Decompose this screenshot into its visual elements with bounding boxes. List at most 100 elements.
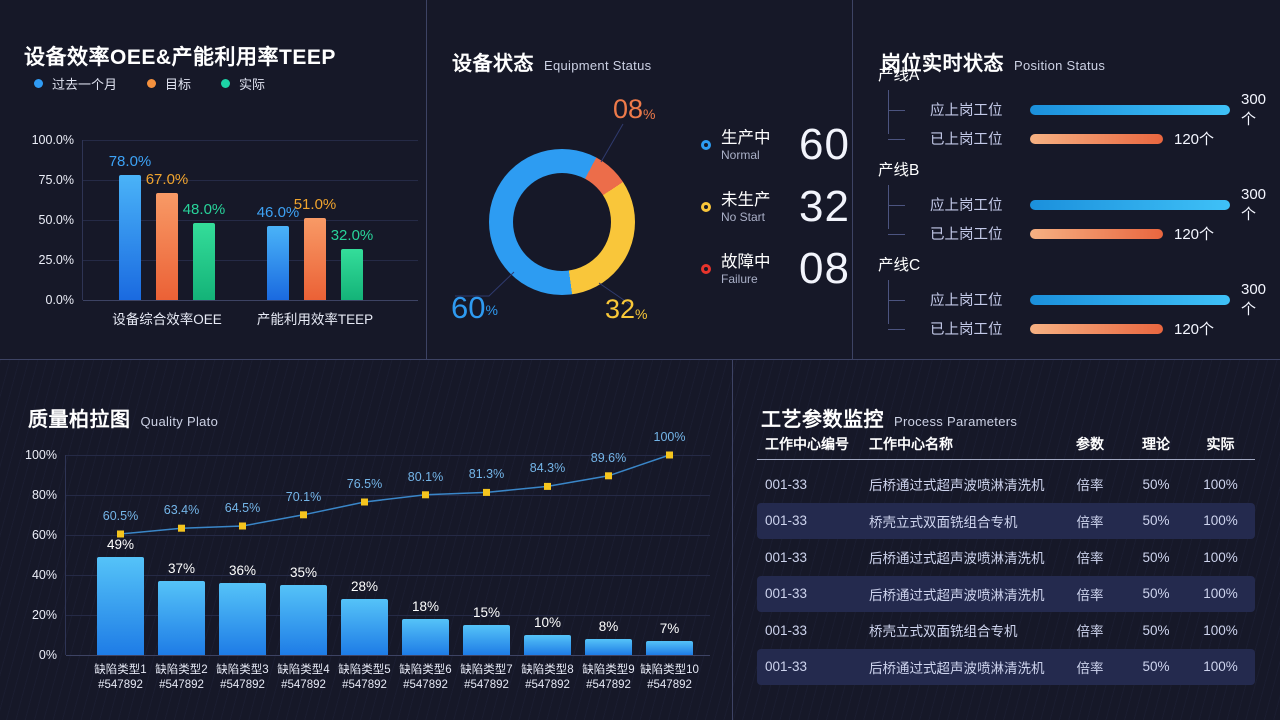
table-cell: 100% [1203, 476, 1238, 492]
status-label-cn: 生产中 [721, 129, 771, 147]
gridline [66, 535, 710, 536]
y-axis-label: 40% [31, 568, 57, 582]
defect-code: #547892 [525, 678, 570, 691]
status-label-en: No Start [721, 210, 766, 224]
defect-code: #547892 [586, 678, 631, 691]
legend-dot [221, 79, 231, 88]
line-marker [483, 488, 490, 496]
bar-value-label: 32.0% [330, 226, 374, 244]
table-header: 工作中心编号 工作中心名称 参数 理论 实际 [757, 428, 1255, 460]
y-axis-label: 100.0% [31, 133, 74, 147]
position-row: 应上岗工位 300个 [878, 186, 1270, 223]
status-ring-icon [701, 202, 711, 212]
table-cell: 001-33 [765, 549, 808, 565]
y-axis-label: 75.0% [38, 173, 74, 187]
gridline [66, 655, 710, 656]
table-cell: 001-33 [765, 513, 808, 529]
y-axis-label: 100% [25, 448, 57, 462]
status-label-cn: 故障中 [721, 253, 771, 271]
pareto-point-label: 84.3% [529, 461, 566, 476]
line-marker [666, 451, 673, 459]
oee-panel-title: 设备效率OEE&产能利用率TEEP [24, 41, 336, 71]
pareto-bar-label: 7% [659, 621, 680, 636]
dashboard-top-row: 设备效率OEE&产能利用率TEEP 过去一个月 目标 实际 100.0% 75.0% 5… [0, 0, 1280, 360]
dashboard-bottom-row: 质量柏拉图 Quality Plato 100% 80% 60% 40% 20% 0% 49%… [0, 360, 1280, 720]
table-cell: 100% [1203, 659, 1238, 675]
table-cell: 50% [1142, 659, 1170, 675]
pareto-title-cn: 质量柏拉图 [28, 408, 131, 431]
defect-name: 缺陷类型9 [582, 664, 635, 676]
legend-item[interactable]: 过去一个月 [34, 74, 117, 93]
pareto-x-label: 缺陷类型9 #547892 [578, 663, 640, 692]
position-row: 已上岗工位 120个 [878, 314, 1270, 343]
line-marker [605, 472, 612, 480]
position-title-cn: 岗位实时状态 [881, 52, 1004, 75]
bar [156, 192, 178, 300]
bar [267, 226, 289, 300]
position-bar [1030, 294, 1230, 305]
pareto-x-label: 缺陷类型4 #547892 [273, 663, 335, 692]
bar [193, 223, 215, 300]
table-row: 001-33 后桥通过式超声波喷淋清洗机 倍率 50% 100% [757, 539, 1255, 576]
status-ring-icon [701, 264, 711, 274]
gridline [66, 455, 710, 456]
y-axis-label: 0% [38, 648, 57, 662]
line-marker [361, 498, 368, 506]
position-panel-title: 岗位实时状态 Position Status [881, 47, 1105, 76]
pareto-x-label: 缺陷类型2 #547892 [151, 663, 213, 692]
defect-name: 缺陷类型10 [640, 664, 699, 676]
position-label: 应上岗工位 [930, 198, 1003, 214]
production-line-group: 产线A 应上岗工位 300个 已上岗工位 120个 [878, 66, 1270, 153]
pareto-bar [524, 635, 571, 655]
position-bar [1030, 104, 1230, 115]
defect-code: #547892 [342, 678, 387, 691]
defect-code: #547892 [159, 678, 204, 691]
defect-name: 缺陷类型2 [155, 664, 208, 676]
position-title-en: Position Status [1014, 57, 1106, 73]
pareto-panel-title: 质量柏拉图 Quality Plato [28, 403, 218, 432]
y-axis-label: 60% [31, 528, 57, 542]
panel-position-status: 岗位实时状态 Position Status 产线A 应上岗工位 300个 已上岗工位 1… [853, 0, 1280, 359]
pareto-bar-label: 49% [106, 537, 135, 552]
legend-label: 过去一个月 [52, 77, 118, 92]
table-cell: 50% [1142, 586, 1170, 602]
callout-suffix: % [643, 106, 656, 122]
status-legend-item[interactable]: 生产中 Normal 60 [701, 122, 850, 168]
position-row: 已上岗工位 120个 [878, 219, 1270, 248]
position-label: 应上岗工位 [930, 103, 1003, 119]
status-legend-item[interactable]: 未生产 No Start 32 [701, 184, 850, 230]
equipment-panel-title: 设备状态 Equipment Status [452, 47, 651, 76]
pareto-x-label: 缺陷类型5 #547892 [334, 663, 396, 692]
pareto-bar [280, 585, 327, 655]
status-count: 32 [799, 182, 850, 231]
donut-callout-failure: 08% [613, 96, 656, 123]
pareto-chart: 100% 80% 60% 40% 20% 0% 49% 60.5% 缺陷类型1 #547892 37… [25, 430, 710, 691]
pareto-point-label: 81.3% [468, 467, 505, 482]
pareto-x-label: 缺陷类型7 #547892 [456, 663, 518, 692]
pareto-bar [158, 581, 205, 655]
pareto-x-label: 缺陷类型6 #547892 [395, 663, 457, 692]
legend-item[interactable]: 实际 [221, 74, 265, 93]
legend-item[interactable]: 目标 [147, 74, 191, 93]
line-rows: 应上岗工位 300个 已上岗工位 120个 [878, 280, 1270, 343]
table-row: 001-33 桥壳立式双面铣组合专机 倍率 50% 100% [757, 502, 1255, 539]
pareto-point-label: 100% [653, 430, 686, 444]
equipment-donut-chart [489, 149, 635, 295]
defect-code: #547892 [403, 678, 448, 691]
bar [341, 248, 363, 300]
column-header: 工作中心编号 [765, 435, 849, 452]
table-cell: 后桥通过式超声波喷淋清洗机 [869, 551, 1045, 567]
position-row: 应上岗工位 300个 [878, 91, 1270, 128]
table-cell: 50% [1142, 513, 1170, 529]
status-ring-icon [701, 140, 711, 150]
y-axis-label: 0.0% [45, 293, 75, 307]
position-row: 应上岗工位 300个 [878, 281, 1270, 318]
status-legend-item[interactable]: 故障中 Failure 08 [701, 246, 850, 292]
table-cell: 001-33 [765, 622, 808, 638]
gridline [83, 140, 418, 141]
line-marker [178, 524, 185, 532]
bar-value-label: 51.0% [293, 196, 337, 214]
column-header: 实际 [1206, 435, 1235, 452]
y-axis-label: 50.0% [38, 213, 74, 227]
table-cell: 001-33 [765, 476, 808, 492]
